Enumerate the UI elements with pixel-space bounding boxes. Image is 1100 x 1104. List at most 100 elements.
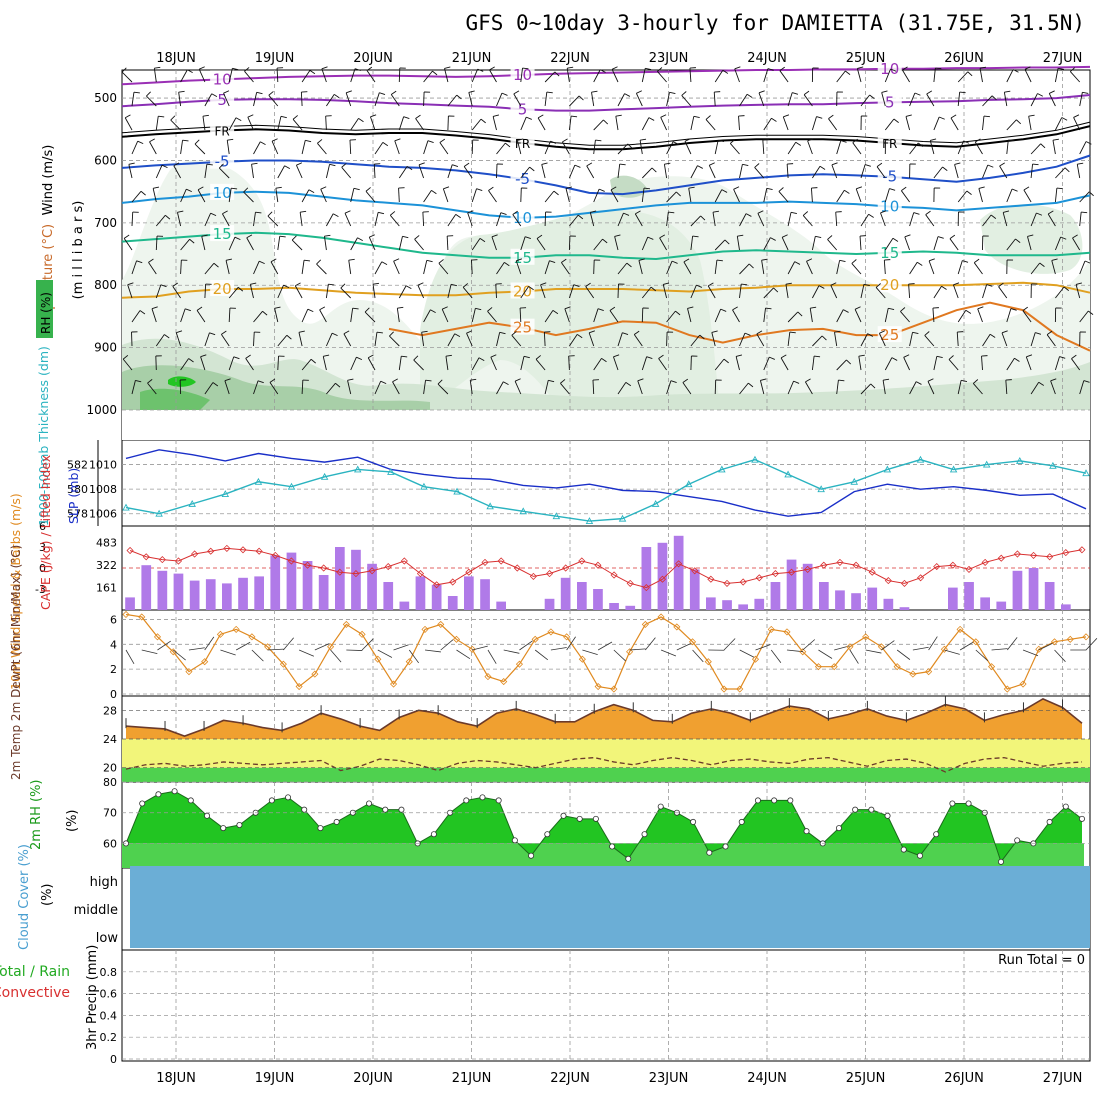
rh2m-marker [431, 832, 436, 837]
rh2m-marker [772, 798, 777, 803]
isotherm-label: 10 [213, 70, 232, 88]
rh2m-marker [512, 838, 517, 843]
cape-bar [351, 550, 361, 610]
cape-bar [319, 575, 329, 610]
rh2m-marker [739, 819, 744, 824]
rh2m-marker [1015, 838, 1020, 843]
cape-bar [803, 564, 813, 610]
rh2m-marker [172, 789, 177, 794]
rh2m-marker [869, 807, 874, 812]
rh2m-marker [221, 825, 226, 830]
rh2m-marker [188, 798, 193, 803]
cape-bar [464, 576, 474, 610]
run-total: Run Total = 0 [998, 953, 1085, 968]
date-label-top: 21JUN [452, 51, 492, 66]
cloud-middle-label: middle [74, 903, 118, 918]
rh2m-marker [1063, 804, 1068, 809]
cape-bar [1045, 582, 1055, 610]
slp-tick-label: 1008 [89, 483, 117, 496]
cape-bar [448, 596, 458, 610]
cape-bar [948, 588, 958, 610]
rh2m-marker [836, 825, 841, 830]
pressure-tick-label: 600 [94, 153, 117, 167]
isotherm-label: FR [882, 137, 897, 151]
slp-tick-label: 1010 [89, 459, 117, 472]
cape-bar [577, 582, 587, 610]
date-label-top: 26JUN [944, 51, 984, 66]
cape-bar [706, 597, 716, 610]
date-label-top: 24JUN [747, 51, 787, 66]
cape-bar [819, 582, 829, 610]
cape-bar [125, 597, 135, 610]
rh2m-marker [723, 844, 728, 849]
upper-air-wind-barb-flag [1057, 188, 1063, 189]
date-label-top: 25JUN [846, 51, 886, 66]
date-label-top: 27JUN [1043, 51, 1083, 66]
wind-tick-label: 0 [110, 688, 117, 701]
cape-tick-label: 483 [96, 536, 117, 549]
rh2m-marker [269, 798, 274, 803]
cape-bar [964, 582, 974, 610]
cape-bar [867, 588, 877, 610]
isotherm-label: 20 [513, 282, 532, 300]
rh2m-marker [383, 807, 388, 812]
cape-bar [174, 574, 184, 610]
cape-bar [609, 603, 619, 610]
precip-tick-label: 0.2 [100, 1031, 118, 1044]
rh2m-marker [156, 792, 161, 797]
rh2m-marker [707, 850, 712, 855]
rh2m-marker [334, 819, 339, 824]
cape-bar [158, 571, 168, 610]
isotherm-label: -5 [215, 153, 230, 171]
cloud-units: (%) [40, 884, 55, 907]
rh2m-marker [885, 813, 890, 818]
cape-bar [432, 585, 442, 610]
cape-bar [754, 599, 764, 610]
slp-label: SLP (mb) [66, 468, 81, 524]
rh2m-marker [399, 807, 404, 812]
cape-bar [771, 582, 781, 610]
precip-total-label: Total / Rain [0, 964, 70, 980]
rh2m-marker [593, 816, 598, 821]
cloud-low-label: low [96, 931, 119, 946]
cape-bar [738, 604, 748, 610]
chart-title: GFS 0~10day 3-hourly for DAMIETTA (31.75… [465, 11, 1085, 35]
rh2m-marker [204, 813, 209, 818]
temp-tick-label: 28 [103, 704, 117, 717]
date-label-bottom: 19JUN [255, 1071, 295, 1086]
date-label-bottom: 21JUN [452, 1071, 492, 1086]
date-label-top: 22JUN [550, 51, 590, 66]
cape-bar [335, 547, 345, 610]
rh2m-marker [237, 822, 242, 827]
date-label-top: 18JUN [156, 51, 196, 66]
isotherm-label: 10 [880, 198, 899, 216]
rh2m-marker [496, 798, 501, 803]
cape-bar [480, 579, 490, 610]
rh-tick-label: 60 [103, 837, 117, 850]
rh-tick-label: 80 [103, 776, 117, 789]
date-label-bottom: 27JUN [1043, 1071, 1083, 1086]
pressure-tick-label: 500 [94, 91, 117, 105]
cape-bar [400, 602, 410, 610]
rh2m-marker [610, 844, 615, 849]
rh2m-marker [480, 795, 485, 800]
isotherm-label: 15 [513, 249, 532, 267]
isotherm-label: FR [215, 125, 230, 139]
isotherm-label: 25 [513, 319, 532, 337]
cape-bar [1029, 568, 1039, 610]
rh2m-marker [658, 804, 663, 809]
rh2m-marker [1047, 819, 1052, 824]
rh2m-marker [140, 801, 145, 806]
precip-label: 3hr Precip (mm) [85, 945, 100, 1050]
cape-bar [383, 582, 393, 610]
upper-air-wind-barb-flag [960, 92, 966, 93]
rh2m-marker [901, 847, 906, 852]
rh2m-marker [366, 801, 371, 806]
isotherm-label: -5 [515, 170, 530, 188]
cape-bar [238, 578, 248, 610]
rh2m-marker [318, 825, 323, 830]
rh2m-marker [626, 856, 631, 861]
rh2m-marker [950, 801, 955, 806]
precip-tick-label: 0 [110, 1053, 117, 1066]
